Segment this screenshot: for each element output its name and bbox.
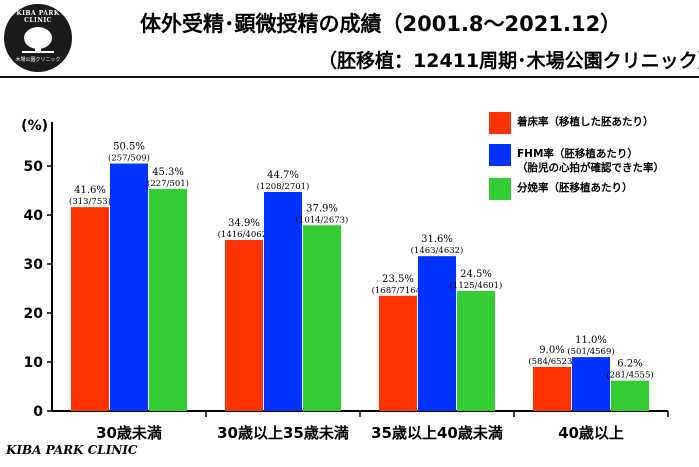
y-tick-label: 20: [24, 306, 44, 322]
bar-count-label: (1125/4601): [450, 280, 503, 291]
legend-label: （胎児の心拍が確認できた率）: [517, 161, 664, 174]
bar-count-label: (1416/4062): [218, 229, 271, 240]
legend-swatch-1: [489, 112, 511, 134]
bar-count-label: (281/4555): [606, 370, 653, 381]
bar-1-3: [379, 295, 417, 411]
bar-2-4: [572, 357, 610, 411]
bar-value-label: 34.9%: [228, 218, 260, 229]
page-subtitle: （胚移植：12411周期･木場公園クリニック）: [318, 50, 699, 72]
bar-3-1: [149, 189, 187, 411]
bar-value-label: 23.5%: [382, 274, 414, 285]
bar-value-label: 31.6%: [421, 234, 453, 245]
bar-count-label: (1014/2673): [296, 214, 349, 225]
x-category-label: 40歳以上: [558, 424, 624, 442]
bar-count-label: (1208/2701): [257, 181, 310, 192]
clinic-logo: KIBA PARK CLINIC 木場公園クリニック: [4, 4, 72, 72]
header-divider: [0, 76, 699, 78]
y-tick-label: 0: [33, 404, 43, 420]
page-title: 体外受精･顕微授精の成績（2001.8～2021.12）: [140, 12, 622, 36]
bar-value-label: 6.2%: [617, 359, 642, 370]
bar-1-4: [533, 366, 571, 411]
bar-value-label: 50.5%: [113, 142, 145, 153]
bar-count-label: (1687/7164): [372, 285, 425, 296]
bar-1-2: [225, 239, 263, 411]
bar-1-1: [71, 207, 109, 411]
x-category-label: 35歳以上40歳未満: [371, 424, 503, 442]
legend-swatch-3: [489, 178, 511, 200]
logo-top-text: KIBA PARK CLINIC: [16, 10, 60, 24]
x-category-label: 30歳未満: [96, 424, 162, 442]
y-tick-label: 50: [24, 159, 44, 175]
legend-swatch-2: [489, 144, 511, 166]
legend-label: 着床率（移植した胚あたり）: [516, 115, 654, 128]
y-axis-unit: (%): [21, 118, 48, 134]
bar-value-label: 45.3%: [152, 167, 184, 178]
bar-3-4: [611, 380, 649, 411]
bar-count-label: (313/753): [69, 196, 111, 207]
bar-count-label: (584/6523): [528, 356, 575, 367]
bar-value-label: 9.0%: [539, 345, 564, 356]
bar-count-label: (257/509): [108, 153, 150, 164]
bar-count-label: (501/4569): [567, 346, 614, 357]
x-category-label: 30歳以上35歳未満: [217, 424, 349, 442]
bar-value-label: 44.7%: [267, 170, 299, 181]
legend-label: 分娩率（胚移植あたり）: [517, 181, 633, 194]
bar-value-label: 41.6%: [74, 185, 106, 196]
y-tick-label: 10: [24, 355, 44, 371]
y-tick-label: 30: [24, 257, 44, 273]
bar-value-label: 37.9%: [306, 203, 338, 214]
footer-brand: KIBA PARK CLINIC: [6, 443, 138, 457]
y-tick-label: 40: [24, 208, 44, 224]
bar-3-2: [303, 225, 341, 411]
bar-3-3: [457, 290, 495, 411]
bar-value-label: 11.0%: [575, 335, 607, 346]
bar-value-label: 24.5%: [460, 269, 492, 280]
bar-count-label: (1463/4632): [411, 245, 464, 256]
bar-2-1: [110, 163, 148, 411]
legend-label: FHM率（胚移植あたり）: [517, 147, 638, 160]
bar-count-label: (227/501): [147, 178, 189, 189]
bar-2-3: [418, 256, 456, 411]
tree-icon: [22, 27, 54, 53]
bar-2-2: [264, 191, 302, 411]
logo-bottom-text: 木場公園クリニック: [15, 57, 61, 63]
